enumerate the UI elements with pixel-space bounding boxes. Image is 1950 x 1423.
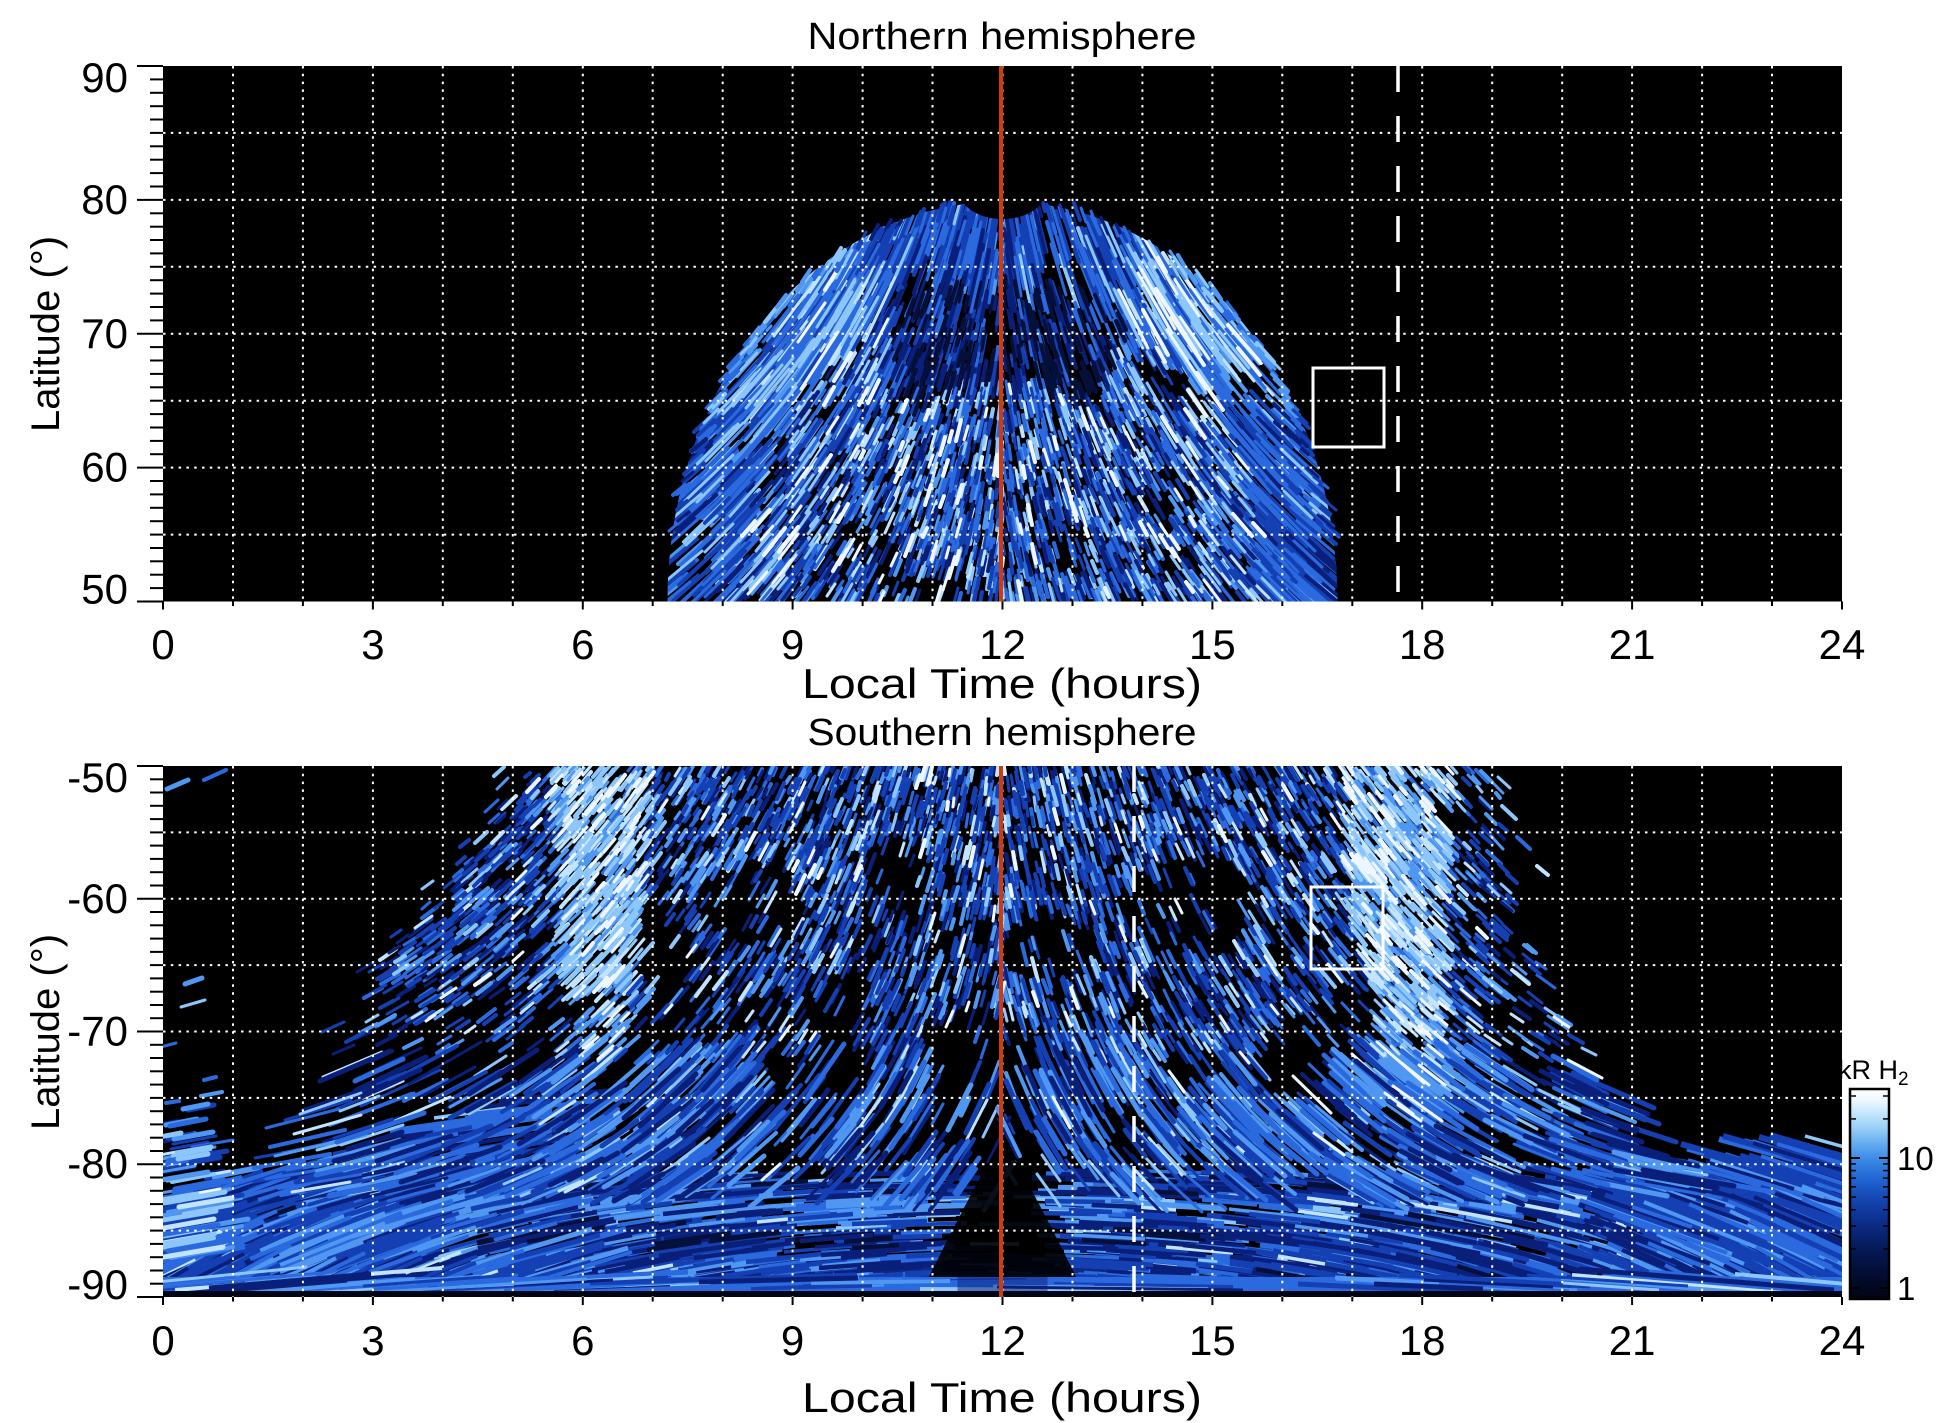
- svg-text:kR H2: kR H2: [1838, 1055, 1909, 1090]
- svg-text:3: 3: [361, 621, 384, 668]
- svg-text:9: 9: [781, 1317, 804, 1364]
- svg-text:60: 60: [81, 444, 128, 491]
- svg-text:12: 12: [979, 1317, 1026, 1364]
- svg-text:90: 90: [81, 54, 128, 101]
- svg-text:21: 21: [1609, 1317, 1656, 1364]
- svg-text:70: 70: [81, 310, 128, 357]
- svg-text:6: 6: [571, 621, 594, 668]
- svg-text:Local Time (hours): Local Time (hours): [802, 1374, 1202, 1421]
- svg-text:Latitude (°): Latitude (°): [24, 236, 68, 432]
- svg-text:10: 10: [1897, 1140, 1934, 1177]
- svg-text:-60: -60: [67, 875, 128, 922]
- svg-text:Local Time (hours): Local Time (hours): [802, 660, 1202, 707]
- svg-text:0: 0: [151, 1317, 174, 1364]
- svg-text:1: 1: [1897, 1270, 1915, 1307]
- svg-text:12: 12: [979, 621, 1026, 668]
- svg-text:0: 0: [151, 621, 174, 668]
- svg-text:6: 6: [571, 1317, 594, 1364]
- svg-text:50: 50: [81, 566, 128, 613]
- svg-text:21: 21: [1609, 621, 1656, 668]
- svg-text:18: 18: [1399, 1317, 1446, 1364]
- svg-text:-90: -90: [67, 1261, 128, 1308]
- svg-text:9: 9: [781, 621, 804, 668]
- svg-text:80: 80: [81, 176, 128, 223]
- svg-text:-80: -80: [67, 1140, 128, 1187]
- svg-text:3: 3: [361, 1317, 384, 1364]
- svg-text:18: 18: [1399, 621, 1446, 668]
- svg-text:-70: -70: [67, 1008, 128, 1055]
- svg-text:Northern hemisphere: Northern hemisphere: [808, 16, 1197, 58]
- svg-text:24: 24: [1819, 1317, 1866, 1364]
- svg-text:15: 15: [1189, 1317, 1236, 1364]
- svg-text:-50: -50: [67, 754, 128, 801]
- svg-text:Latitude (°): Latitude (°): [24, 934, 68, 1130]
- svg-text:24: 24: [1819, 621, 1866, 668]
- svg-text:Southern hemisphere: Southern hemisphere: [808, 712, 1197, 754]
- svg-text:15: 15: [1189, 621, 1236, 668]
